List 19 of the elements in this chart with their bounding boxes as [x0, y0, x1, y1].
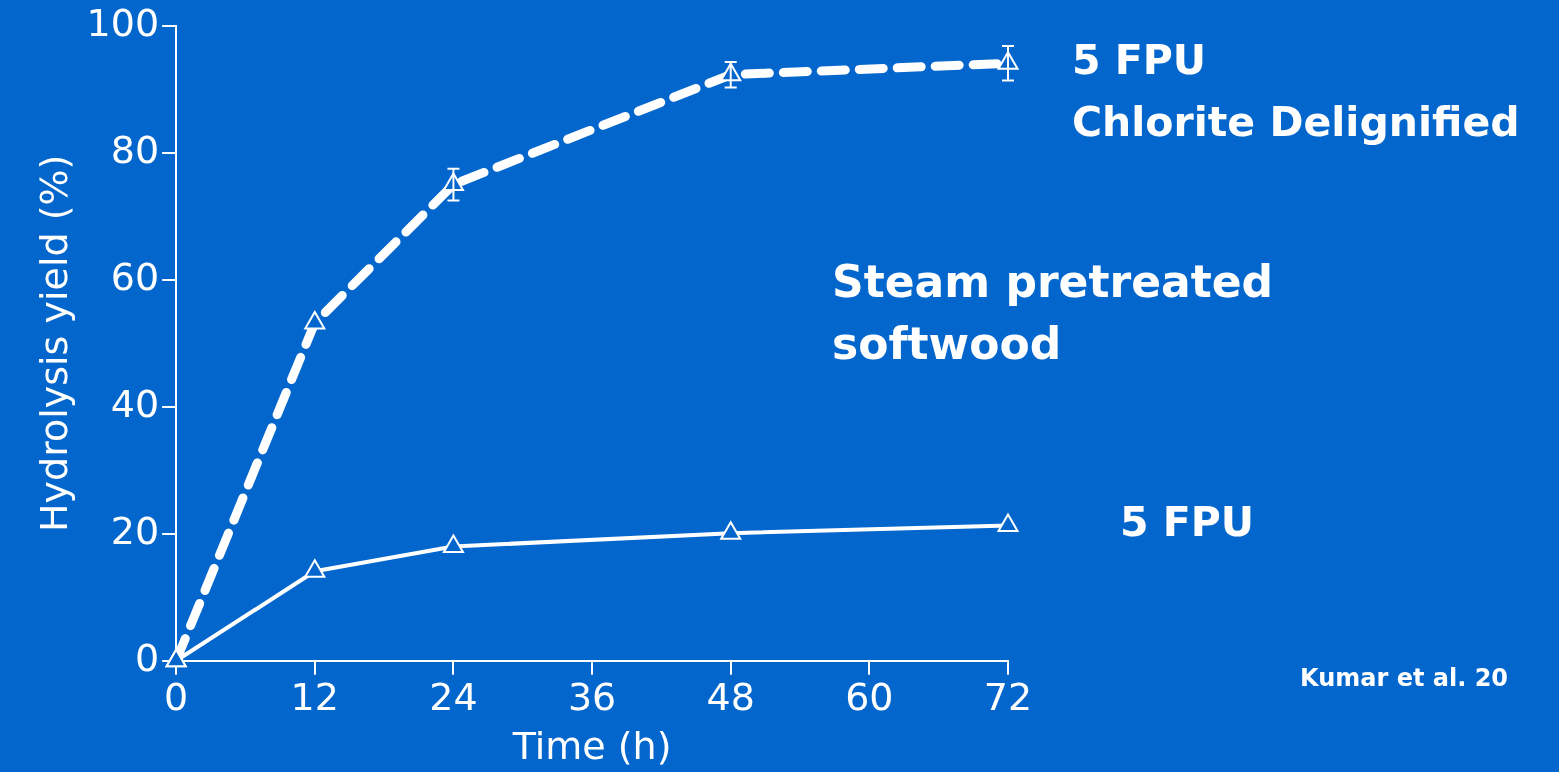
x-tick-label: 12	[290, 675, 339, 720]
series-label: 5 FPU Chlorite Delignified	[1072, 35, 1520, 146]
y-axis-title: Hydrolysis yield (%)	[31, 154, 76, 533]
x-tick-label: 60	[845, 675, 894, 720]
annotation: Steam pretreated softwood	[832, 256, 1274, 370]
y-tick-label: 100	[86, 0, 160, 45]
x-tick-label: 72	[983, 675, 1033, 720]
text: 5 FPU	[1120, 498, 1255, 547]
x-tick-label: 36	[567, 675, 617, 720]
x-tick-label: 24	[429, 675, 478, 720]
y-tick-label: 0	[134, 635, 160, 680]
y-tick-label: 40	[110, 381, 160, 426]
x-tick-label: 0	[164, 675, 189, 720]
y-tick-label: 20	[110, 508, 160, 553]
y-tick-label: 60	[110, 254, 160, 299]
text: Kumar et al. 20	[1300, 664, 1509, 693]
y-tick-label: 80	[110, 127, 160, 172]
x-axis-title: Time (h)	[511, 724, 672, 769]
x-tick-label: 48	[706, 675, 755, 720]
